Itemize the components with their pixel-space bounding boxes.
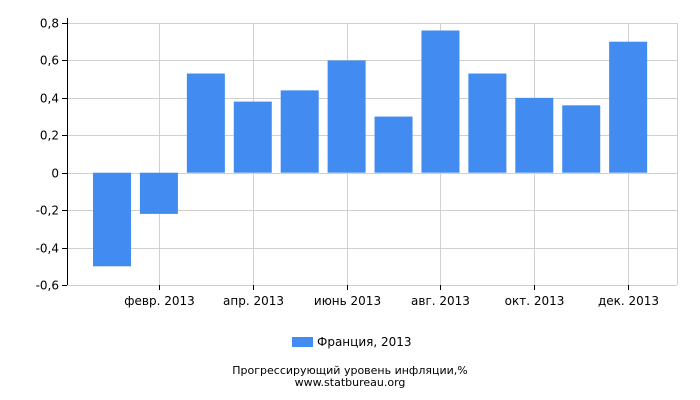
y-tick-label: 0,4 xyxy=(40,92,59,106)
y-tick-label: -0,6 xyxy=(36,279,59,293)
bar xyxy=(327,60,366,173)
x-tick-label: февр. 2013 xyxy=(124,294,195,308)
bar xyxy=(421,30,460,173)
bar xyxy=(562,105,601,173)
y-tick-label: 0,2 xyxy=(40,129,59,143)
x-tick-label: окт. 2013 xyxy=(505,294,565,308)
bar xyxy=(280,90,319,173)
bars-layer xyxy=(93,30,648,267)
bar xyxy=(139,172,178,214)
bar xyxy=(186,73,225,173)
bar-chart: 0,8 0,6 0,4 0,2 0 -0,2 -0,4 -0,6 февр. 2013 апр. … xyxy=(36,17,678,309)
y-tick-label: 0,6 xyxy=(40,54,59,68)
y-tick-label: -0,2 xyxy=(36,204,59,218)
bar xyxy=(468,73,507,173)
x-tick-label: авг. 2013 xyxy=(411,294,470,308)
axes-layer xyxy=(62,18,629,290)
y-tick-label: 0,8 xyxy=(40,17,59,31)
bar xyxy=(93,172,131,267)
source-url: www.statbureau.org xyxy=(294,376,406,389)
y-tick-label: -0,4 xyxy=(36,242,59,256)
x-tick-label: июнь 2013 xyxy=(314,294,381,308)
x-tick-label: дек. 2013 xyxy=(598,294,659,308)
chart-title: Прогрессирующий уровень инфляции,% xyxy=(232,364,468,377)
bar xyxy=(233,101,272,173)
bar xyxy=(609,41,648,173)
bar xyxy=(374,116,413,173)
labels-layer: 0,8 0,6 0,4 0,2 0 -0,2 -0,4 -0,6 февр. 2013 апр. … xyxy=(36,17,659,309)
legend-label: Франция, 2013 xyxy=(317,335,412,349)
y-tick-label: 0 xyxy=(51,167,59,181)
legend: Франция, 2013 xyxy=(292,334,412,350)
bar xyxy=(515,97,554,173)
x-tick-label: апр. 2013 xyxy=(223,294,284,308)
legend-swatch xyxy=(292,337,313,347)
